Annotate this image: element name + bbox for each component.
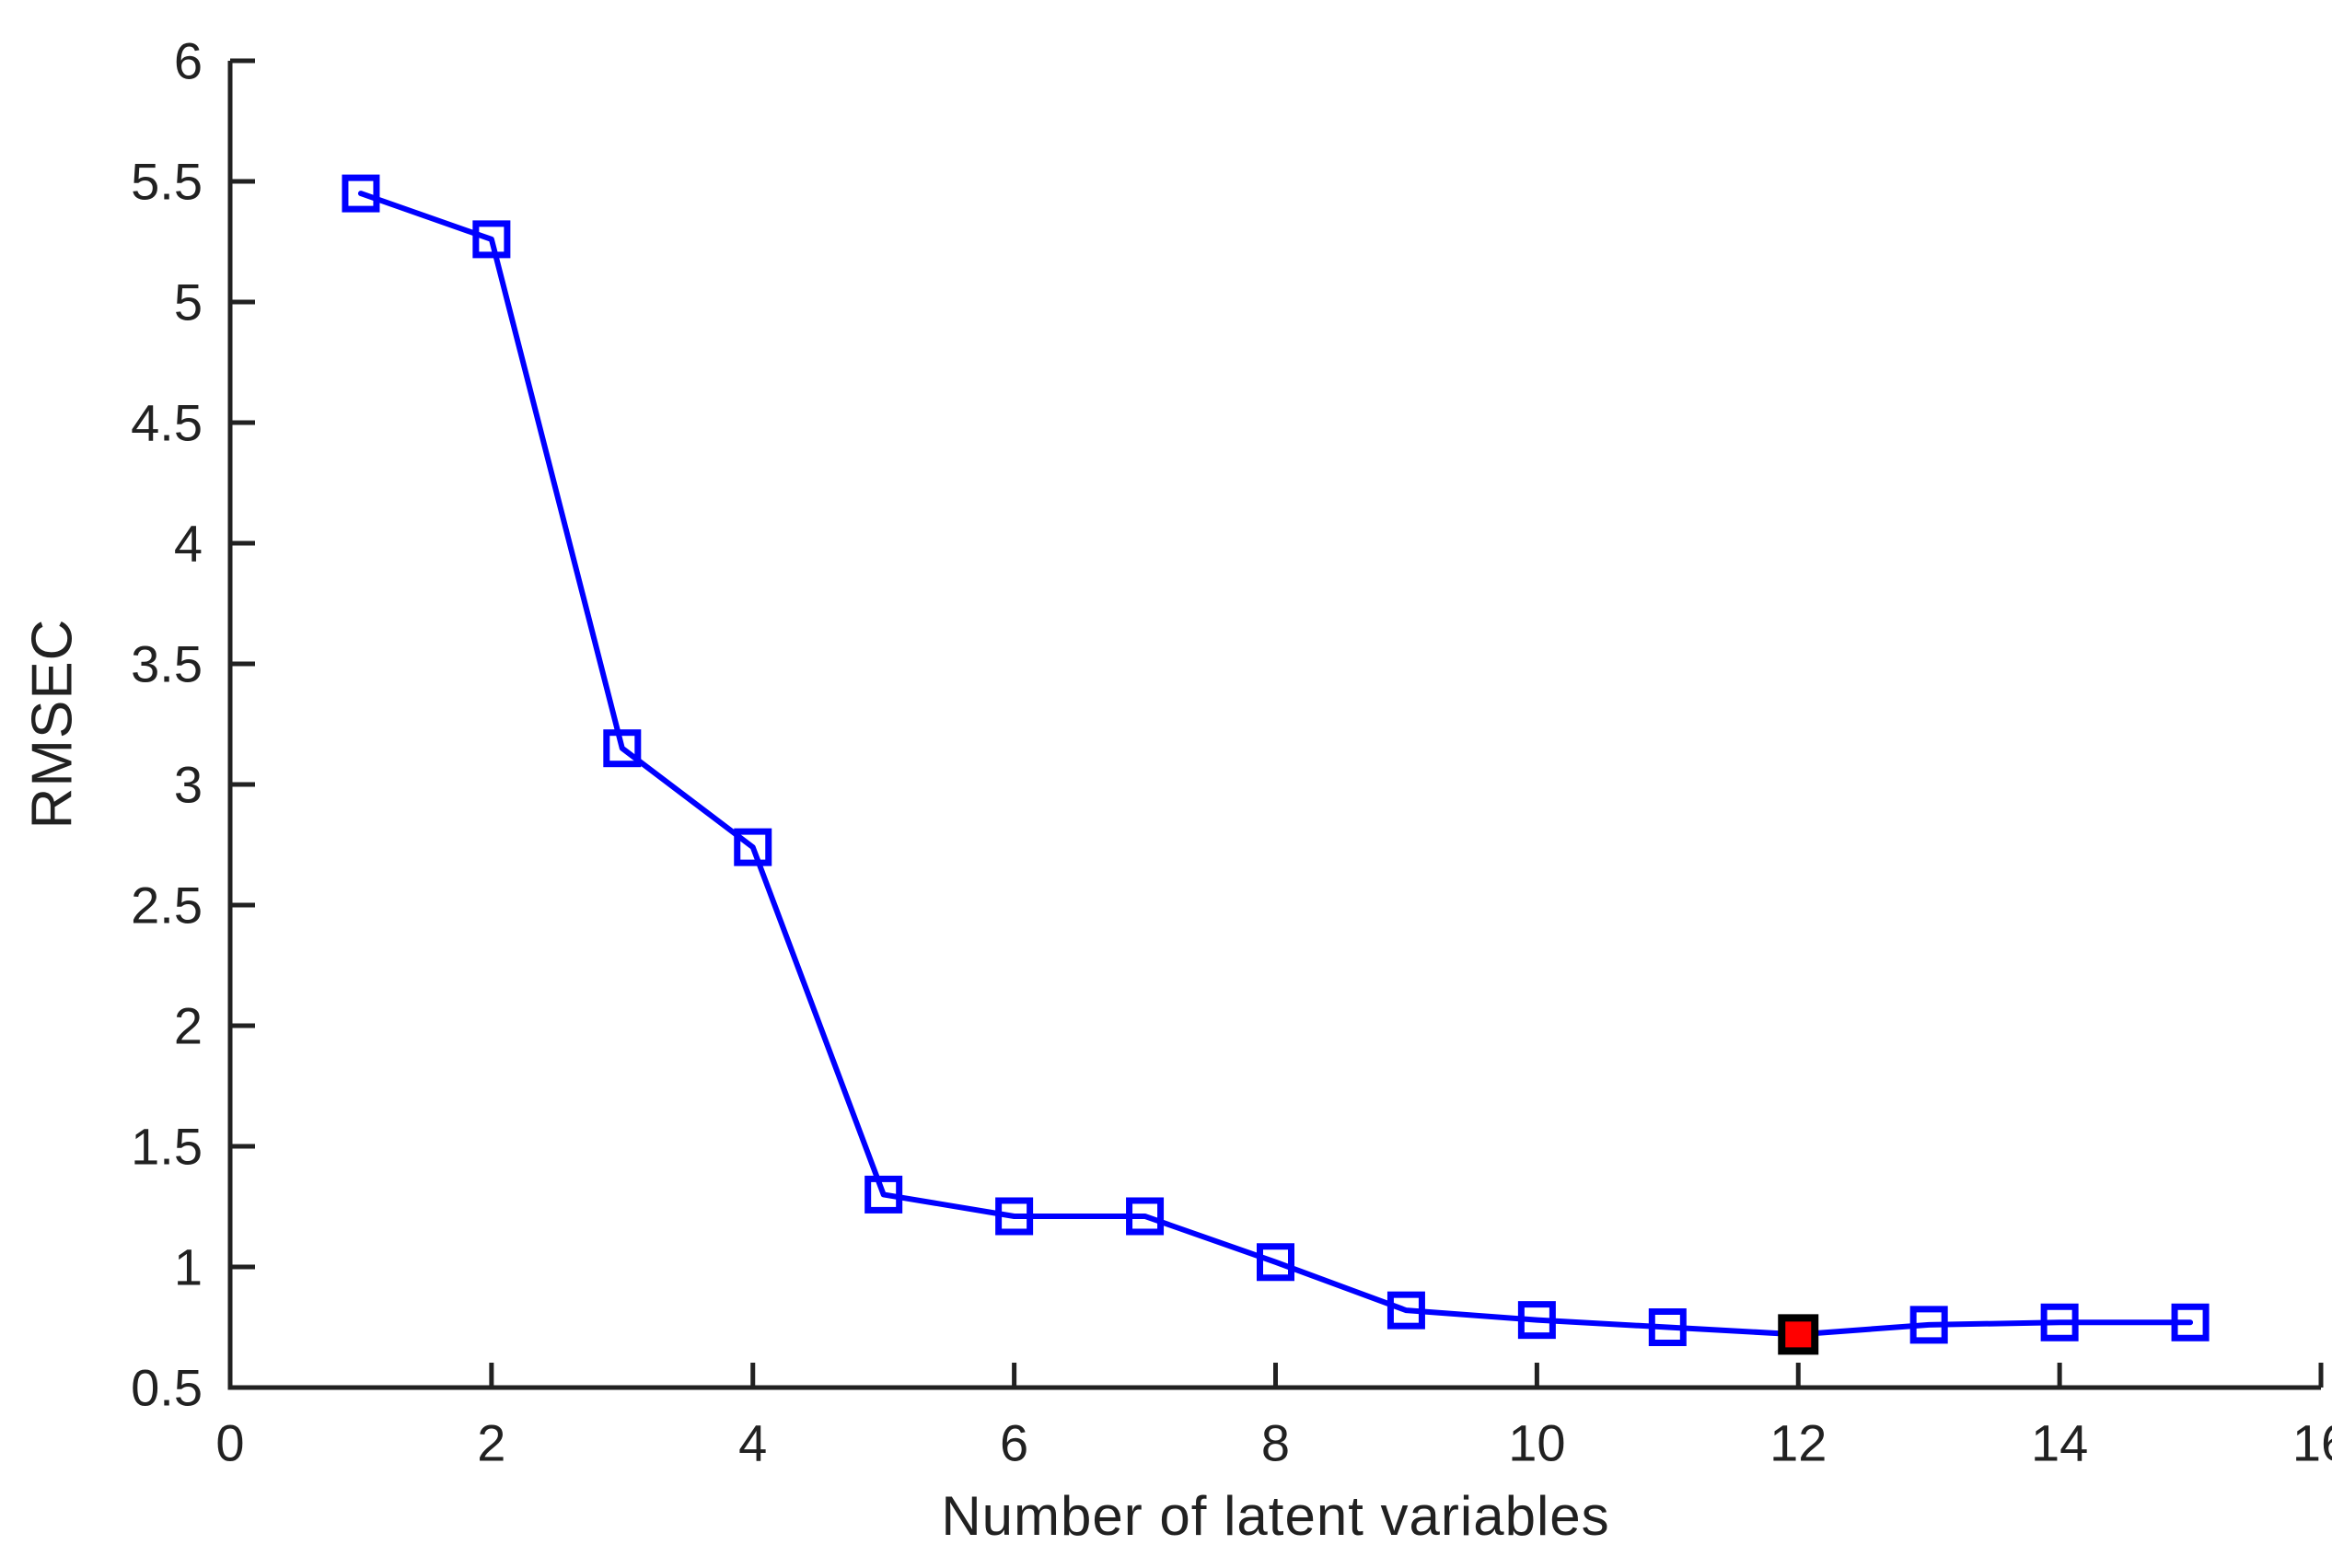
- y-tick-label: 3.5: [131, 635, 203, 693]
- data-point-marker: [2040, 1303, 2079, 1342]
- y-tick-label: 4.5: [131, 394, 203, 452]
- x-tick-label: 6: [1000, 1414, 1028, 1472]
- data-point-marker: [2171, 1303, 2210, 1342]
- x-tick-label: 0: [215, 1414, 244, 1472]
- data-point-marker: [864, 1175, 903, 1214]
- x-tick-label: 14: [2031, 1414, 2088, 1472]
- y-tick-label: 4: [174, 515, 203, 573]
- x-tick-label: 4: [738, 1414, 767, 1472]
- x-tick-label: 8: [1261, 1414, 1290, 1472]
- x-tick-label: 2: [477, 1414, 505, 1472]
- x-tick-label: 12: [1769, 1414, 1827, 1472]
- data-point-marker: [995, 1197, 1034, 1236]
- rmsec-series-line: [357, 191, 2194, 1338]
- selected-data-point-marker: [1778, 1314, 1819, 1355]
- y-tick-label: 5: [174, 273, 203, 331]
- data-point-marker: [1648, 1308, 1687, 1346]
- data-point-marker: [1126, 1197, 1165, 1236]
- data-point-marker: [1517, 1301, 1556, 1340]
- x-axis-title: Number of latent variables: [941, 1485, 1610, 1547]
- x-tick-label: 16: [2292, 1414, 2332, 1472]
- data-point-marker: [1386, 1291, 1425, 1330]
- data-point-marker: [734, 828, 772, 866]
- data-point-marker: [1257, 1243, 1294, 1282]
- y-tick-label: 5.5: [131, 153, 203, 211]
- data-point-marker: [603, 729, 642, 768]
- x-tick-label: 10: [1508, 1414, 1565, 1472]
- data-point-marker: [1909, 1306, 1948, 1344]
- y-tick-label: 6: [174, 32, 203, 90]
- y-tick-label: 2: [174, 997, 203, 1055]
- y-tick-label: 2.5: [131, 877, 203, 935]
- y-tick-label: 3: [174, 756, 203, 814]
- y-tick-label: 1: [174, 1238, 203, 1296]
- y-axis-title: RMSEC: [20, 618, 85, 830]
- y-tick-label: 0.5: [131, 1359, 203, 1417]
- data-point-marker: [342, 174, 380, 213]
- y-tick-label: 1.5: [131, 1118, 203, 1176]
- data-point-marker: [472, 220, 511, 259]
